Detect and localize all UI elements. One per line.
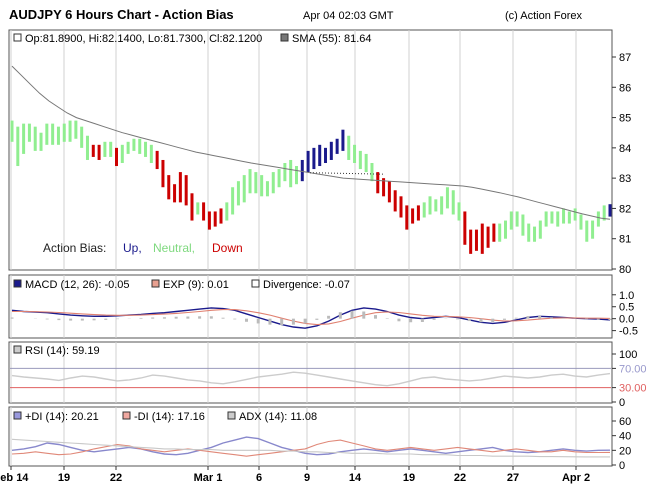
macd-y-tick-label: -0.5 [619, 326, 638, 338]
rsi-y-tick-label: 30.00 [619, 383, 647, 395]
adx-line [11, 438, 610, 458]
price-y-tick-label: 86 [619, 82, 631, 94]
price-y-tick-label: 87 [619, 52, 631, 64]
macd-y-tick-label: 0.0 [619, 314, 634, 326]
divergence-legend-swatch [251, 279, 260, 288]
rsi-y-tick-label: 100 [619, 349, 637, 361]
x-tick-label: Apr 2 [562, 472, 590, 484]
chart-title: AUDJPY 6 Hours Chart - Action Bias [9, 7, 234, 22]
ohlc-legend-swatch [13, 33, 22, 42]
divergence-legend: Divergence: -0.07 [263, 279, 350, 291]
macd-y-tick-label: 0.5 [619, 302, 634, 314]
price-y-tick-label: 80 [619, 264, 631, 276]
rsi-y-tick-label: 70.00 [619, 363, 647, 375]
exp-legend-swatch [151, 279, 160, 288]
exp-line [12, 309, 611, 326]
price-y-tick-label: 83 [619, 173, 631, 185]
rsi-y-tick-label: 0 [619, 397, 625, 409]
x-tick-label: 19 [58, 472, 70, 484]
price-y-tick-label: 84 [619, 143, 631, 155]
exp-legend: EXP (9): 0.01 [163, 279, 229, 291]
price-y-tick-label: 81 [619, 234, 631, 246]
sma-legend-swatch [280, 33, 289, 42]
rsi-legend-swatch [13, 345, 22, 354]
action-bias-label: Action Bias: [43, 241, 106, 255]
x-tick-label: Feb 14 [0, 472, 29, 484]
dmi-y-tick-label: 60 [619, 416, 631, 428]
action-bias-down: Down [212, 241, 243, 255]
chart-timestamp: Apr 04 02:03 GMT [303, 10, 394, 22]
macd-y-tick-label: 1.0 [619, 290, 634, 302]
grid-lines [10, 30, 577, 466]
sma-dotted-line [309, 172, 386, 175]
indicator-lines [10, 307, 612, 458]
pdi-legend-swatch [13, 411, 22, 420]
x-tick-label: 9 [304, 472, 310, 484]
action-bias-up: Up, [123, 241, 142, 255]
macd-legend: MACD (12, 26): -0.05 [25, 279, 130, 291]
pdi-line [11, 436, 611, 456]
ohlc-legend: Op:81.8900, Hi:82.1400, Lo:81.7300, Cl:8… [25, 33, 262, 45]
x-tick-label: Mar 1 [194, 472, 223, 484]
macd-legend-swatch [13, 279, 22, 288]
action-bias-neutral: Neutral, [153, 241, 195, 255]
price-bars [10, 65, 612, 254]
rsi-panel-frame [8, 341, 613, 404]
sma-line [11, 65, 611, 220]
mdi-legend-swatch [122, 411, 131, 420]
pdi-legend: +DI (14): 20.21 [25, 411, 99, 423]
x-tick-label: 22 [110, 472, 122, 484]
chart-copyright: (c) Action Forex [505, 10, 583, 22]
price-y-tick-label: 82 [619, 203, 631, 215]
dmi-y-tick-label: 20 [619, 445, 631, 457]
mdi-legend: -DI (14): 17.16 [134, 411, 205, 423]
x-tick-label: 14 [349, 472, 362, 484]
x-tick-label: 19 [403, 472, 415, 484]
dmi-y-tick-label: 0 [619, 460, 625, 472]
rsi-line [11, 371, 611, 387]
adx-legend: ADX (14): 11.08 [239, 411, 317, 423]
axis-labels: Feb 14 19 22 Mar 1 6 9 14 19 22 27 Apr 2 80 81 82 83 84… [0, 52, 647, 484]
x-tick-label: 27 [507, 472, 519, 484]
price-y-tick-label: 85 [619, 113, 631, 125]
sma-legend: SMA (55): 81.64 [292, 33, 372, 45]
x-tick-label: 6 [256, 472, 262, 484]
adx-legend-swatch [227, 411, 236, 420]
dmi-y-tick-label: 40 [619, 431, 631, 443]
x-tick-label: 22 [454, 472, 466, 484]
rsi-legend: RSI (14): 59.19 [25, 345, 100, 357]
